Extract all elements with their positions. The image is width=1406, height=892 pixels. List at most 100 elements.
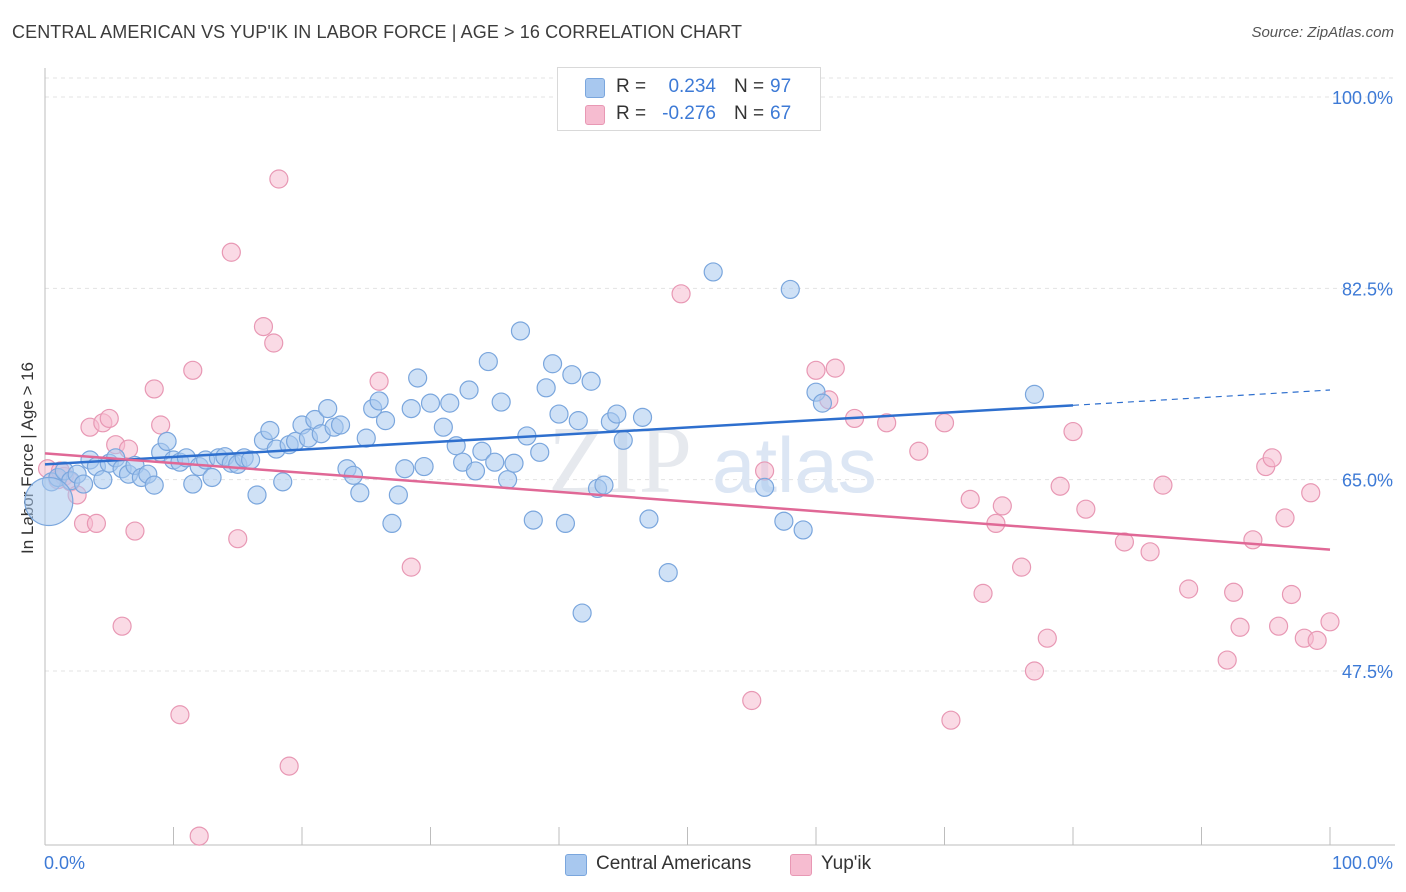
central-american-point	[260, 420, 280, 441]
central-american-point	[375, 411, 396, 431]
central-american-point	[607, 404, 627, 424]
yupik-point	[1063, 421, 1083, 442]
r-value: -0.276	[662, 103, 716, 124]
central-american-trend-line	[44, 404, 1074, 466]
yupik-point	[86, 513, 107, 534]
yupik-point	[1076, 499, 1096, 519]
central-american-point	[793, 520, 813, 540]
central-american-point	[504, 453, 524, 473]
central-american-point	[73, 474, 94, 494]
yupik-point	[279, 756, 299, 776]
yupik-point	[1050, 476, 1070, 496]
x-tick-label: 100.0%	[1332, 853, 1393, 873]
yupik-point	[941, 710, 961, 730]
r-label: R =	[616, 76, 647, 97]
blue-swatch	[565, 854, 587, 876]
central-american-point	[459, 380, 479, 400]
yupik-point	[1140, 542, 1160, 562]
yupik-point	[877, 413, 897, 433]
x-tick-label: 0.0%	[44, 853, 85, 873]
yupik-point	[1268, 616, 1289, 636]
yupik-point	[1114, 532, 1135, 552]
yupik-point	[99, 408, 119, 429]
central-american-point	[485, 452, 505, 472]
central-american-point	[774, 511, 794, 531]
r-label: R =	[616, 103, 647, 124]
yupik-point	[125, 521, 145, 541]
central-american-point	[542, 354, 563, 374]
central-american-point	[24, 476, 74, 527]
central-american-point	[478, 351, 498, 372]
central-american-point	[382, 513, 402, 534]
yupik-point	[189, 826, 209, 846]
central-american-point	[658, 562, 678, 583]
yupik-point	[806, 360, 826, 380]
legend-label: Yup'ik	[821, 853, 872, 874]
central-american-point	[465, 461, 486, 481]
yupik-point	[1217, 650, 1237, 670]
central-american-point	[632, 407, 653, 427]
series-legend: Central Americans Yup'ik	[0, 851, 1406, 879]
central-american-point	[639, 509, 659, 529]
n-label: N =	[734, 103, 765, 124]
central-american-point	[594, 475, 614, 495]
yupik-point	[1230, 617, 1250, 637]
central-american-point	[183, 474, 203, 494]
central-american-point	[536, 378, 556, 398]
yupik-point	[144, 379, 164, 399]
central-american-point	[350, 483, 370, 503]
central-american-point	[613, 430, 633, 450]
legend-label: Central Americans	[596, 853, 752, 874]
central-american-point	[408, 368, 428, 388]
central-american-point	[401, 399, 421, 419]
tick-labels: 47.5% 65.0% 82.5% 100.0% 0.0% 100.0%	[44, 88, 1393, 873]
yupik-point	[1037, 628, 1057, 648]
yupik-point	[401, 557, 421, 577]
yupik-point	[269, 169, 289, 189]
yupik-point	[369, 371, 389, 391]
correlation-legend: R = 0.234 N = 97 R = -0.276 N = 67	[557, 67, 821, 131]
axis-layer	[44, 68, 1395, 846]
n-label: N =	[734, 76, 765, 97]
central-american-point	[273, 472, 293, 492]
yupik-point	[992, 496, 1012, 516]
central-american-point	[395, 459, 415, 479]
central-american-point	[581, 371, 601, 391]
yupik-point	[742, 690, 762, 711]
yupik-point	[1262, 448, 1282, 468]
central-american-point	[703, 262, 723, 282]
central-american-point	[414, 456, 434, 477]
central-american-point	[440, 393, 460, 413]
watermark: ZIP atlas	[548, 406, 877, 513]
central-american-point	[388, 485, 408, 505]
yupik-point	[1275, 508, 1295, 528]
central-american-point	[572, 603, 592, 623]
yupik-point	[1224, 582, 1244, 602]
yupik-point	[221, 242, 241, 262]
yupik-point	[934, 413, 955, 433]
central-american-point	[523, 510, 543, 530]
yupik-point	[228, 529, 248, 549]
blue-swatch	[585, 78, 605, 98]
yupik-trend-line	[44, 452, 1331, 551]
yupik-point	[151, 415, 171, 435]
pink-swatch	[790, 854, 812, 876]
yupik-point	[1024, 661, 1045, 681]
yupik-point	[1301, 483, 1321, 503]
yupik-point	[112, 616, 132, 636]
yupik-point	[909, 441, 929, 461]
central-american-point	[202, 467, 222, 488]
y-tick-label: 65.0%	[1342, 471, 1393, 491]
yupik-point	[170, 705, 190, 725]
yupik-point	[1320, 612, 1340, 632]
n-value: 67	[770, 103, 792, 124]
yupik-point	[960, 489, 980, 509]
central-american-point	[555, 513, 576, 534]
central-american-point	[144, 475, 164, 495]
n-value: 97	[770, 76, 792, 97]
yupik-point	[754, 461, 775, 481]
yupik-point	[1153, 475, 1173, 495]
central-american-point	[369, 391, 389, 411]
central-american-point	[498, 470, 518, 490]
